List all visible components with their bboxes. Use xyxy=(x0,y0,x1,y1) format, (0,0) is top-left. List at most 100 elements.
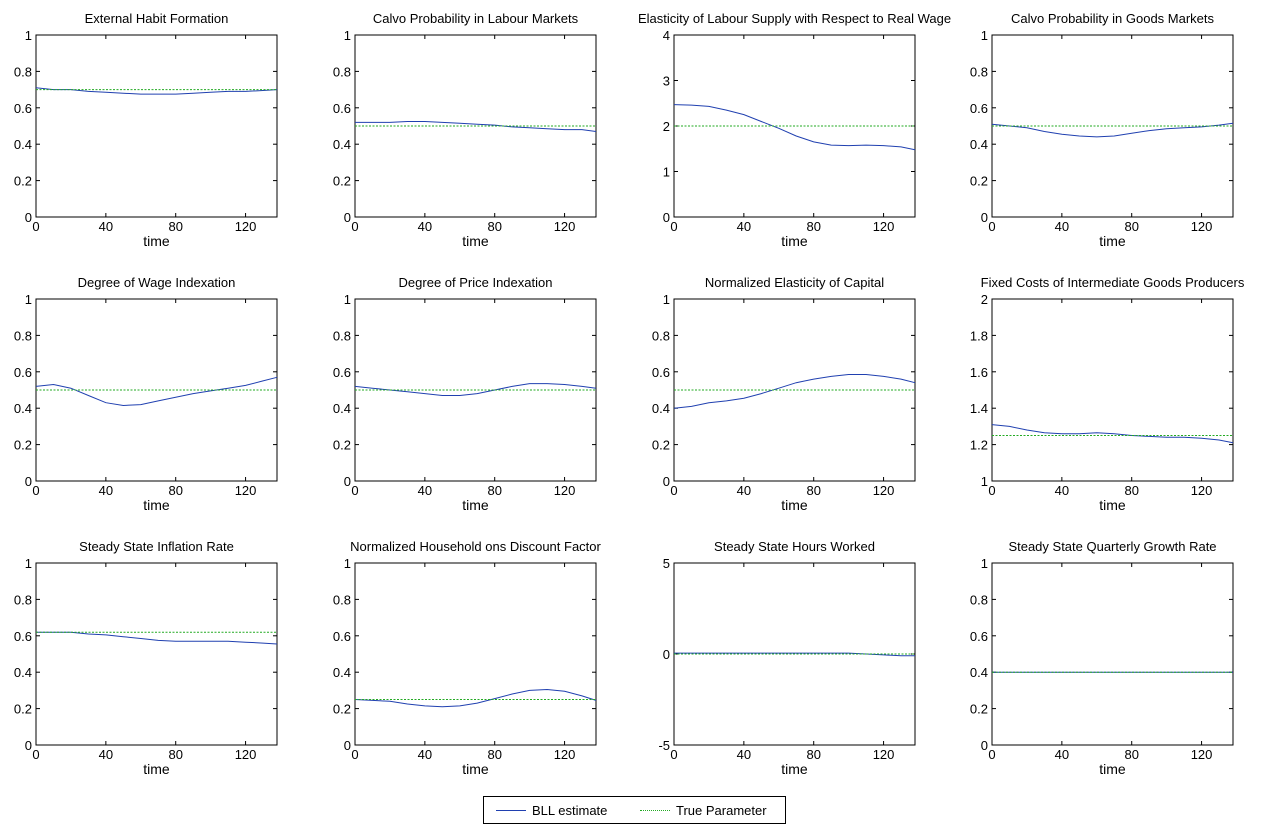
subplot-title: Degree of Price Indexation xyxy=(399,275,553,290)
x-tick-label: 0 xyxy=(32,747,39,762)
bll-estimate-line xyxy=(36,631,278,645)
y-tick-label: 1 xyxy=(663,292,670,307)
x-tick-label: 0 xyxy=(988,219,995,234)
y-tick-label: 0.8 xyxy=(14,592,32,607)
y-tick-label: 0 xyxy=(981,738,988,753)
y-tick-label: 0.6 xyxy=(970,101,988,116)
subplot-title: Steady State Inflation Rate xyxy=(79,539,234,554)
subplot-7: Normalized Elasticity of Capital 0 40 80 120… xyxy=(652,275,916,513)
plot-area xyxy=(991,298,1234,482)
y-tick-label: 2 xyxy=(663,119,670,134)
subplot-title: Calvo Probability in Labour Markets xyxy=(373,11,579,26)
x-tick-label: 80 xyxy=(806,483,820,498)
x-axis-label: time xyxy=(462,497,489,513)
y-tick-label: 1 xyxy=(663,165,670,180)
bll-estimate-line xyxy=(674,652,915,657)
bll-estimate-line xyxy=(355,121,597,132)
x-tick-label: 40 xyxy=(418,747,432,762)
subplot-4: Calvo Probability in Goods Markets 0 40 80 1… xyxy=(970,11,1234,249)
subplot-title: Fixed Costs of Intermediate Goods Produc… xyxy=(981,275,1245,290)
x-tick-label: 120 xyxy=(1191,219,1213,234)
x-tick-label: 40 xyxy=(737,219,751,234)
y-tick-label: 0.2 xyxy=(970,702,988,717)
subplot-12: Steady State Quarterly Growth Rate 0 40 80 1… xyxy=(970,539,1234,777)
x-axis-label: time xyxy=(143,233,170,249)
y-tick-label: 0 xyxy=(663,647,670,662)
bll-estimate-line xyxy=(354,688,597,708)
subplot-title: Steady State Hours Worked xyxy=(714,539,875,554)
x-tick-label: 80 xyxy=(806,219,820,234)
x-tick-label: 40 xyxy=(99,483,113,498)
x-tick-label: 40 xyxy=(737,747,751,762)
y-tick-label: 0 xyxy=(25,210,32,225)
y-tick-label: 0.2 xyxy=(14,438,32,453)
x-tick-label: 40 xyxy=(99,219,113,234)
y-tick-label: 0.2 xyxy=(333,702,351,717)
subplot-8: Fixed Costs of Intermediate Goods Produc… xyxy=(970,275,1245,513)
y-tick-label: 1.4 xyxy=(970,401,988,416)
subplot-2: Calvo Probability in Labour Markets 0 40 80… xyxy=(333,11,597,249)
plot-area xyxy=(991,562,1234,746)
y-tick-label: 0.8 xyxy=(333,592,351,607)
x-tick-label: 0 xyxy=(32,219,39,234)
y-tick-label: 0.6 xyxy=(652,365,670,380)
y-tick-label: 0.8 xyxy=(14,328,32,343)
y-tick-label: 0.4 xyxy=(14,401,32,416)
x-tick-label: 120 xyxy=(873,747,895,762)
y-tick-label: 5 xyxy=(663,556,670,571)
y-tick-label: 0.8 xyxy=(14,64,32,79)
y-tick-label: 0 xyxy=(25,474,32,489)
x-tick-label: 0 xyxy=(351,219,358,234)
y-tick-label: 1 xyxy=(981,28,988,43)
x-tick-label: 120 xyxy=(554,219,576,234)
y-tick-label: 0.2 xyxy=(333,174,351,189)
legend-true-label: True Parameter xyxy=(676,803,767,818)
y-tick-label: 1 xyxy=(981,474,988,489)
y-tick-label: 0.4 xyxy=(333,665,351,680)
y-tick-label: 0.4 xyxy=(14,137,32,152)
y-tick-label: 0.8 xyxy=(333,64,351,79)
subplot-title: Degree of Wage Indexation xyxy=(78,275,236,290)
x-axis-label: time xyxy=(143,761,170,777)
y-tick-label: 0.6 xyxy=(333,365,351,380)
bll-estimate-line xyxy=(673,104,916,151)
y-tick-label: 0.4 xyxy=(652,401,670,416)
y-tick-label: 0 xyxy=(344,738,351,753)
subplot-9: Steady State Inflation Rate 0 40 80 120 0 0.2 0… xyxy=(14,539,278,777)
x-tick-label: 0 xyxy=(670,747,677,762)
x-tick-label: 40 xyxy=(1055,483,1069,498)
legend-true-swatch xyxy=(640,810,670,811)
x-tick-label: 80 xyxy=(1124,219,1138,234)
y-tick-label: 1 xyxy=(25,556,32,571)
y-tick-label: 0.4 xyxy=(14,665,32,680)
x-tick-label: 0 xyxy=(988,483,995,498)
y-tick-label: 0.8 xyxy=(970,592,988,607)
x-axis-label: time xyxy=(462,761,489,777)
x-axis-label: time xyxy=(1099,761,1126,777)
x-axis-label: time xyxy=(462,233,489,249)
x-tick-label: 40 xyxy=(418,483,432,498)
x-tick-label: 120 xyxy=(235,747,257,762)
subplot-title: Elasticity of Labour Supply with Respect… xyxy=(638,11,951,26)
x-tick-label: 120 xyxy=(873,219,895,234)
x-tick-label: 40 xyxy=(418,219,432,234)
y-tick-label: 0.6 xyxy=(970,629,988,644)
y-tick-label: 0.4 xyxy=(970,137,988,152)
y-tick-label: 0 xyxy=(344,210,351,225)
y-tick-label: 0 xyxy=(25,738,32,753)
y-tick-label: 0 xyxy=(344,474,351,489)
x-axis-label: time xyxy=(781,233,808,249)
y-tick-label: 0 xyxy=(663,474,670,489)
y-tick-label: 3 xyxy=(663,74,670,89)
y-tick-label: 0.2 xyxy=(970,174,988,189)
y-tick-label: 2 xyxy=(981,292,988,307)
x-tick-label: 40 xyxy=(1055,747,1069,762)
subplot-title: Steady State Quarterly Growth Rate xyxy=(1008,539,1216,554)
legend-estimate-label: BLL estimate xyxy=(532,803,608,818)
x-tick-label: 120 xyxy=(235,483,257,498)
subplot-title: Calvo Probability in Goods Markets xyxy=(1011,11,1215,26)
x-tick-label: 80 xyxy=(1124,747,1138,762)
y-tick-label: 1 xyxy=(25,28,32,43)
subplot-1: External Habit Formation 0 40 80 120 0 0.2 0.4 0… xyxy=(14,11,278,249)
